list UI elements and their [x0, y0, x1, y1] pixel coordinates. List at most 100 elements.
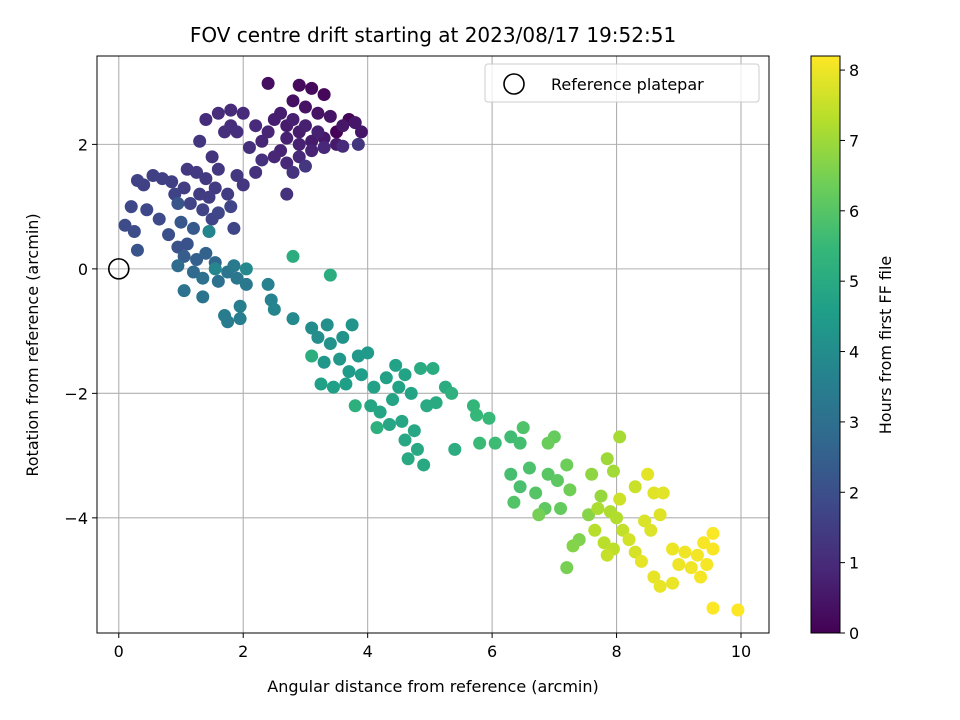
- data-point: [127, 225, 141, 239]
- data-point: [146, 169, 160, 183]
- x-tick-label: 10: [731, 642, 751, 661]
- data-point: [613, 430, 627, 444]
- data-point: [417, 458, 431, 472]
- data-point: [351, 137, 365, 151]
- data-point: [504, 467, 518, 481]
- data-point: [445, 386, 459, 400]
- data-point: [333, 352, 347, 366]
- data-point: [320, 318, 334, 332]
- y-tick-label: 0: [78, 260, 88, 279]
- data-point: [364, 399, 378, 413]
- data-point: [267, 112, 281, 126]
- y-axis-label: Rotation from reference (arcmin): [23, 213, 42, 476]
- data-point: [211, 106, 225, 120]
- data-point: [616, 523, 630, 537]
- data-point: [622, 533, 636, 547]
- data-point: [174, 215, 188, 229]
- data-point: [286, 112, 300, 126]
- plot-frame: [96, 55, 770, 634]
- data-point: [199, 246, 213, 260]
- data-point: [292, 150, 306, 164]
- data-point: [398, 433, 412, 447]
- data-point: [541, 436, 555, 450]
- data-point: [647, 570, 661, 584]
- data-point: [298, 100, 312, 114]
- data-point: [208, 181, 222, 195]
- data-point: [382, 417, 396, 431]
- data-point: [323, 268, 337, 282]
- data-point: [261, 277, 275, 291]
- data-point: [550, 474, 564, 488]
- data-point: [666, 576, 680, 590]
- data-point: [566, 539, 580, 553]
- data-point: [124, 200, 138, 214]
- data-point: [404, 386, 418, 400]
- legend-label: Reference platepar: [551, 75, 704, 94]
- data-point: [628, 480, 642, 494]
- data-point: [249, 165, 263, 179]
- data-point: [311, 106, 325, 120]
- data-point: [339, 377, 353, 391]
- data-point: [389, 358, 403, 372]
- data-point: [507, 495, 521, 509]
- data-point: [563, 483, 577, 497]
- data-point: [597, 536, 611, 550]
- data-point: [560, 458, 574, 472]
- data-point: [470, 408, 484, 422]
- data-point: [236, 178, 250, 192]
- data-point: [193, 187, 207, 201]
- x-tick-label: 4: [363, 642, 373, 661]
- data-point: [211, 162, 225, 176]
- x-tick-label: 2: [238, 642, 248, 661]
- data-point: [196, 271, 210, 285]
- data-point: [180, 237, 194, 251]
- data-point: [190, 165, 204, 179]
- data-point: [305, 144, 319, 158]
- data-point: [211, 206, 225, 220]
- colorbar-tick-label: 7: [849, 131, 859, 150]
- data-point: [130, 243, 144, 257]
- data-point: [218, 125, 232, 139]
- data-point: [305, 134, 319, 148]
- data-point: [336, 119, 350, 133]
- data-point: [186, 221, 200, 235]
- data-point: [239, 277, 253, 291]
- data-point: [522, 461, 536, 475]
- data-point: [342, 365, 356, 379]
- data-point: [594, 489, 608, 503]
- colorbar-tick-label: 5: [849, 272, 859, 291]
- data-point: [641, 467, 655, 481]
- data-point: [171, 259, 185, 273]
- data-point: [292, 137, 306, 151]
- x-axis-label: Angular distance from reference (arcmin): [267, 677, 598, 696]
- data-point: [634, 554, 648, 568]
- y-tick-label: −4: [64, 509, 88, 528]
- data-point: [162, 228, 176, 242]
- data-point: [280, 187, 294, 201]
- data-point: [249, 119, 263, 133]
- data-point: [513, 480, 527, 494]
- data-point: [261, 125, 275, 139]
- data-point: [230, 125, 244, 139]
- data-point: [367, 380, 381, 394]
- data-point: [196, 203, 210, 217]
- data-point: [706, 526, 720, 540]
- data-point: [326, 380, 340, 394]
- data-point: [554, 502, 568, 516]
- data-point: [354, 125, 368, 139]
- x-tick-label: 8: [611, 642, 621, 661]
- colorbar-tick-label: 3: [849, 413, 859, 432]
- data-point: [610, 511, 624, 525]
- data-point: [606, 464, 620, 478]
- data-point: [190, 253, 204, 267]
- data-point: [230, 271, 244, 285]
- data-point: [224, 103, 238, 117]
- data-point: [392, 380, 406, 394]
- data-point: [317, 140, 331, 154]
- data-point: [588, 523, 602, 537]
- data-point: [323, 337, 337, 351]
- data-point: [448, 442, 462, 456]
- data-point: [348, 116, 362, 130]
- data-point: [292, 78, 306, 92]
- data-point: [354, 368, 368, 382]
